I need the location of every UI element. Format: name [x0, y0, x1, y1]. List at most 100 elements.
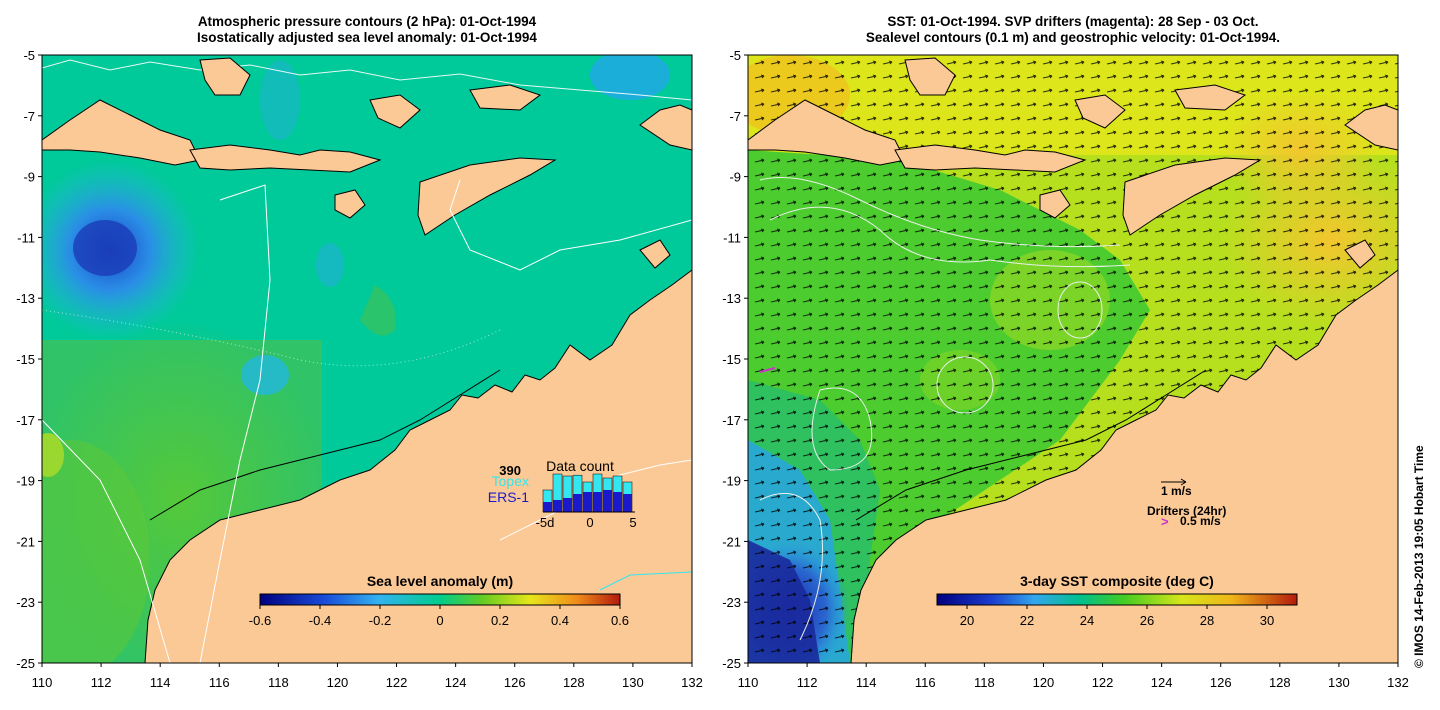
inset-ers-bar — [613, 492, 622, 512]
inset-max-label: 390 — [499, 463, 521, 478]
left-lon-tick-label: 114 — [150, 675, 171, 690]
colorbar-tick-label: -0.2 — [369, 613, 391, 628]
sst-colorbar — [936, 593, 1298, 606]
colorbar-tick-label: 0 — [436, 613, 443, 628]
left-lon-tick-label: 130 — [622, 675, 644, 690]
left-lat-tick-label: -23 — [16, 595, 35, 610]
inset-xtick-mid: 0 — [586, 515, 593, 530]
right-title-line2: Sealevel contours (0.1 m) and geostrophi… — [865, 30, 1281, 45]
colorbar-tick-label: 0.2 — [491, 613, 509, 628]
right-lat-tick-label: -15 — [722, 352, 741, 367]
right-lon-tick-label: 130 — [1328, 675, 1350, 690]
left-title-line1: Atmospheric pressure contours (2 hPa): 0… — [197, 14, 537, 29]
right-title-line1: SST: 01-Oct-1994. SVP drifters (magenta)… — [887, 14, 1259, 29]
left-lon-tick-label: 122 — [386, 675, 408, 690]
inset-ers-bar — [593, 492, 602, 512]
left-lat-tick-label: -15 — [16, 352, 35, 367]
inset-xtick-start: -5d — [536, 515, 555, 530]
left-lat-tick-label: -21 — [16, 534, 35, 549]
velocity-key-label: 1 m/s — [1161, 484, 1192, 498]
inset-ers-bar — [623, 494, 632, 512]
left-lon-tick-label: 128 — [563, 675, 585, 690]
credit-text: © IMOS 14-Feb-2013 19:05 Hobart Time — [1412, 445, 1426, 668]
sst-colorbar-ticks: 20 22 24 26 28 30 — [960, 605, 1274, 628]
right-lon-tick-label: 120 — [1033, 675, 1055, 690]
left-lat-tick-label: -11 — [17, 230, 35, 245]
left-lon-tick-label: 132 — [681, 675, 703, 690]
right-lon-tick-label: 132 — [1387, 675, 1409, 690]
right-lon-tick-label: 122 — [1092, 675, 1114, 690]
colorbar-tick-label: 22 — [1020, 613, 1034, 628]
right-lat-tick-label: -9 — [729, 170, 741, 185]
data-count-inset: Data count 390 Topex ERS-1 -5d 0 5 — [488, 458, 637, 530]
left-lat-tick-label: -5 — [23, 48, 35, 63]
right-lon-tick-label: 114 — [856, 675, 877, 690]
left-lon-tick-label: 118 — [268, 675, 289, 690]
right-map — [748, 55, 1398, 663]
left-lat-tick-label: -17 — [16, 413, 35, 428]
inset-ers-bar — [573, 494, 582, 512]
right-lon-tick-label: 126 — [1210, 675, 1232, 690]
right-lat-tick-label: -11 — [723, 230, 741, 245]
left-lat-tick-label: -19 — [16, 474, 35, 489]
right-lon-tick-label: 116 — [915, 675, 936, 690]
left-title-line2: Isostatically adjusted sea level anomaly… — [197, 30, 537, 45]
left-lat-tick-label: -7 — [23, 109, 35, 124]
sla-colorbar-ticks: -0.6 -0.4 -0.2 0 0.2 0.4 0.6 — [249, 605, 629, 628]
left-lat-tick-label: -13 — [16, 291, 35, 306]
left-map-title: Atmospheric pressure contours (2 hPa): 0… — [42, 14, 692, 46]
right-lon-tick-label: 118 — [974, 675, 995, 690]
right-lat-tick-label: -19 — [722, 474, 741, 489]
drifters-label: Drifters (24hr) — [1147, 504, 1226, 518]
inset-ers-bar — [553, 500, 562, 512]
left-lat-tick-label: -9 — [23, 170, 35, 185]
colorbar-tick-label: 0.6 — [611, 613, 629, 628]
inset-title: Data count — [546, 458, 614, 474]
inset-topex-label: Topex — [492, 473, 529, 489]
left-lon-tick-label: 120 — [327, 675, 349, 690]
left-lon-tick-label: 112 — [91, 675, 112, 690]
left-map — [42, 55, 692, 663]
right-lon-tick-label: 110 — [738, 675, 759, 690]
left-lon-tick-label: 116 — [209, 675, 230, 690]
right-lat-tick-label: -23 — [722, 595, 741, 610]
inset-ers-bar — [543, 502, 552, 512]
drifter-speed-label: 0.5 m/s — [1180, 514, 1221, 528]
inset-ers-bar — [583, 492, 592, 512]
velocity-key: 1 m/s Drifters (24hr) > 0.5 m/s — [1147, 478, 1226, 529]
velocity-arrow-icon — [1161, 478, 1187, 486]
colorbar-tick-label: 30 — [1260, 613, 1274, 628]
right-lon-tick-label: 112 — [797, 675, 818, 690]
right-lat-tick-label: -17 — [722, 413, 741, 428]
inset-ers-bar — [563, 498, 572, 512]
colorbar-tick-label: 28 — [1200, 613, 1214, 628]
right-lon-tick-label: 128 — [1269, 675, 1291, 690]
sst-colorbar-label: 3-day SST composite (deg C) — [1020, 573, 1214, 589]
left-lon-tick-label: 110 — [32, 675, 53, 690]
left-lon-tick-label: 126 — [504, 675, 526, 690]
colorbar-tick-label: -0.6 — [249, 613, 271, 628]
inset-ers-bar — [603, 490, 612, 512]
colorbar-tick-label: 0.4 — [551, 613, 569, 628]
drifter-symbol-icon: > — [1161, 514, 1169, 529]
sla-colorbar — [259, 593, 621, 606]
colorbar-tick-label: 20 — [960, 613, 974, 628]
inset-bars — [542, 473, 633, 513]
left-lon-tick-label: 124 — [445, 675, 467, 690]
inset-xtick-end: 5 — [629, 515, 636, 530]
right-lat-tick-label: -5 — [729, 48, 741, 63]
right-lat-tick-label: -7 — [729, 109, 741, 124]
right-lon-tick-label: 124 — [1151, 675, 1173, 690]
right-map-title: SST: 01-Oct-1994. SVP drifters (magenta)… — [748, 14, 1398, 46]
sla-colorbar-label: Sea level anomaly (m) — [367, 573, 513, 589]
right-lat-tick-label: -13 — [722, 291, 741, 306]
right-lat-tick-label: -21 — [722, 534, 741, 549]
right-lat-tick-label: -25 — [722, 656, 741, 671]
colorbar-tick-label: -0.4 — [309, 613, 331, 628]
colorbar-tick-label: 24 — [1080, 613, 1094, 628]
map-axes: -5 -7 -9 -11 -13 -15 -17 -19 -21 -23 -25 110 112 114 1… — [16, 48, 1409, 690]
left-lat-tick-label: -25 — [16, 656, 35, 671]
inset-ers-label: ERS-1 — [488, 489, 529, 505]
colorbar-tick-label: 26 — [1140, 613, 1154, 628]
